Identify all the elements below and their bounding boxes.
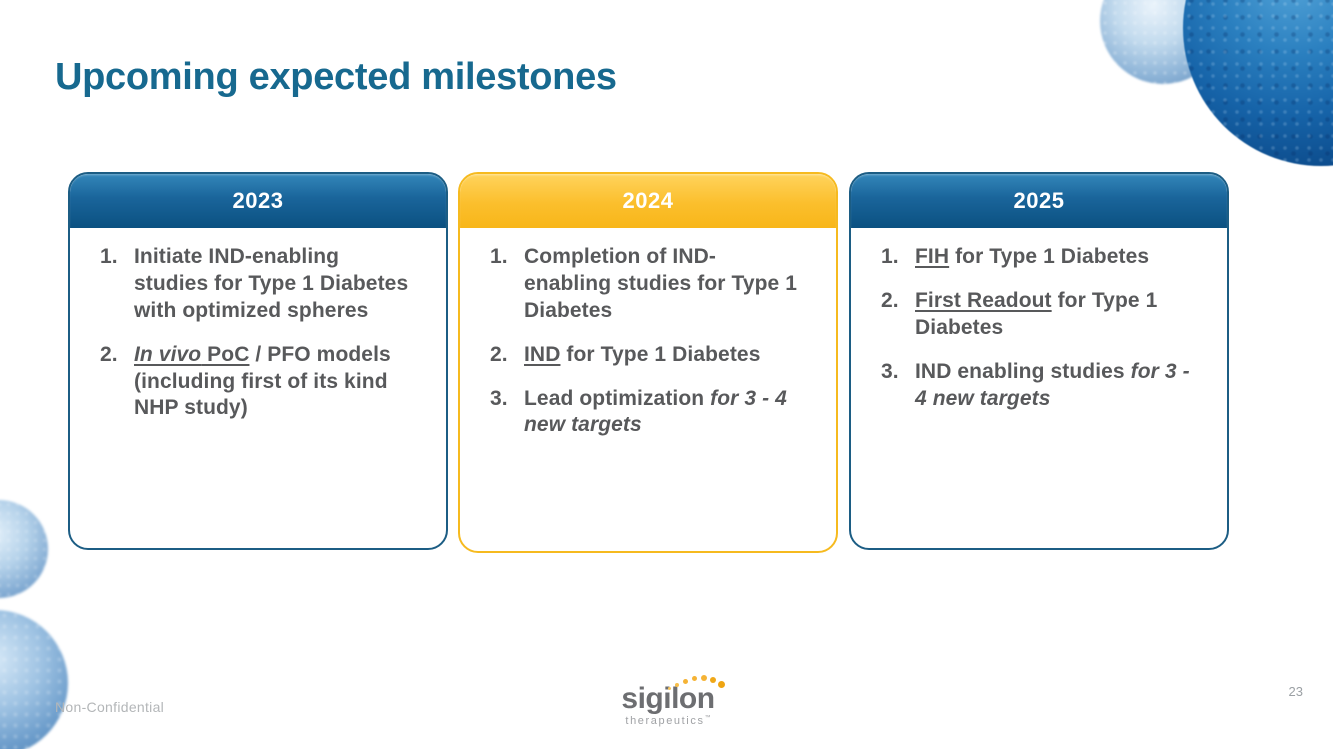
card-header: 2025 (851, 174, 1227, 228)
milestone-text: IND enabling studies for 3 - 4 new targe… (915, 359, 1190, 410)
blue-sphere-icon (1183, 0, 1333, 166)
milestone-number: 1. (881, 245, 899, 268)
card-header: 2024 (460, 174, 836, 228)
milestone-item: 2. IND for Type 1 Diabetes (490, 342, 800, 369)
milestone-text: Initiate IND-enabling studies for Type 1… (134, 245, 409, 322)
card-header: 2023 (70, 174, 446, 228)
card-year: 2023 (232, 187, 284, 213)
trademark-mark: ™ (704, 715, 711, 721)
logo-dot (710, 677, 716, 683)
milestone-text: FIH for Type 1 Diabetes (915, 245, 1150, 268)
card-year: 2025 (1013, 187, 1065, 213)
logo-dot (675, 683, 679, 687)
milestone-card-2023: 2023 1. Initiate IND-enabling studies for… (68, 172, 448, 550)
logo-dot (701, 675, 707, 681)
milestone-item: 1. Completion of IND-enabling studies for… (490, 244, 800, 325)
milestone-list: 1. FIH for Type 1 Diabetes 2. First Readout… (851, 228, 1227, 412)
blue-sphere-icon (0, 500, 48, 598)
logo-dots-icon (668, 675, 728, 693)
milestone-item: 1. FIH for Type 1 Diabetes (881, 244, 1191, 271)
milestone-number: 2. (490, 342, 508, 366)
blue-sphere-icon (0, 610, 68, 749)
milestone-number: 2. (100, 342, 118, 366)
logo-dot (718, 681, 725, 688)
milestone-text: In vivo PoC / PFO models (including firs… (134, 342, 391, 420)
milestone-number: 1. (100, 245, 118, 268)
milestone-list: 1. Completion of IND-enabling studies for… (460, 228, 836, 439)
sigilon-logo: sigilon therapeutics™ (608, 675, 728, 727)
milestone-number: 1. (490, 245, 508, 268)
card-year: 2024 (622, 187, 674, 213)
milestone-number: 2. (881, 288, 899, 312)
milestone-number: 3. (881, 359, 899, 383)
milestone-item: 1. Initiate IND-enabling studies for Type… (100, 244, 410, 325)
page-number: 23 (1288, 684, 1303, 699)
logo-tagline: therapeutics™ (625, 715, 711, 727)
milestone-list: 1. Initiate IND-enabling studies for Type… (70, 228, 446, 422)
milestone-item: 2. First Readout for Type 1 Diabetes (881, 288, 1191, 342)
page-title: Upcoming expected milestones (55, 56, 617, 98)
confidentiality-label: Non-Confidential (55, 699, 165, 715)
milestone-number: 3. (490, 386, 508, 410)
milestone-card-2025: 2025 1. FIH for Type 1 Diabetes 2. First Re… (849, 172, 1229, 550)
milestone-item: 3. IND enabling studies for 3 - 4 new tar… (881, 359, 1191, 413)
logo-dot (668, 687, 671, 690)
milestone-text: Completion of IND-enabling studies for T… (524, 245, 798, 322)
milestone-card-2024: 2024 1. Completion of IND-enabling studie… (458, 172, 838, 553)
milestone-text: First Readout for Type 1 Diabetes (915, 288, 1158, 339)
milestone-text: Lead optimization for 3 - 4 new targets (524, 386, 787, 437)
logo-dot (683, 679, 688, 684)
logo-dot (692, 676, 697, 681)
milestone-item: 3. Lead optimization for 3 - 4 new target… (490, 386, 800, 440)
milestone-text: IND for Type 1 Diabetes (524, 342, 761, 366)
milestone-item: 2. In vivo PoC / PFO models (including fi… (100, 342, 410, 423)
